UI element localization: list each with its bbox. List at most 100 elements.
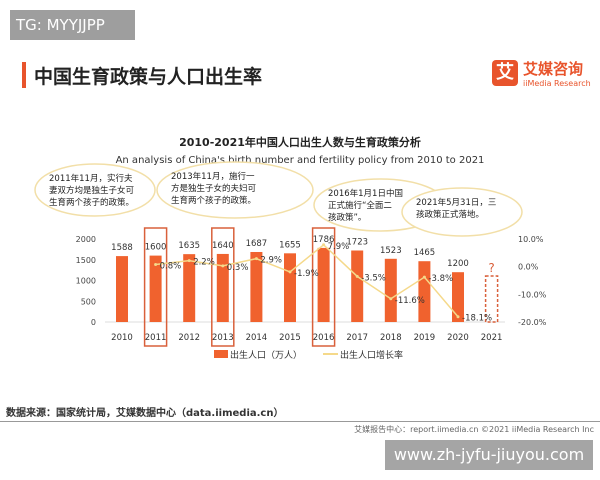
x-tick: 2011 (145, 333, 167, 343)
x-tick: 2010 (111, 333, 133, 343)
growth-point (221, 264, 225, 268)
footer: 艾媒报告中心：report.iimedia.cn ©2021 iiMedia R… (354, 425, 594, 434)
callout-text: 孩政策正式落地。 (416, 209, 484, 220)
y-left-tick: 2000 (76, 235, 96, 244)
watermark-tag: TG: MYYJJPP (10, 10, 135, 40)
x-tick: 2021 (481, 333, 503, 343)
bar-label: 1523 (380, 246, 402, 256)
growth-label: 0.3% (227, 263, 249, 273)
callout-text: 生育两个孩子的政策。 (171, 195, 256, 206)
growth-point (456, 315, 460, 319)
x-tick: 2019 (414, 333, 436, 343)
growth-label: 7.9% (328, 242, 350, 252)
callout-text: 2011年11月，实行夫 (49, 173, 133, 184)
bar-2011 (149, 255, 162, 322)
chart: 2010-2021年中国人口出生人数与生育政策分析 An analysis of… (34, 135, 547, 361)
callout-bubble (156, 161, 314, 219)
highlight-box-2011 (143, 227, 168, 347)
callout-text: 2013年11月，施行一 (171, 171, 255, 182)
y-left-tick: 0 (91, 318, 96, 327)
growth-label: 2.2% (193, 258, 215, 268)
y-left-tick: 500 (81, 297, 96, 306)
growth-point (389, 297, 393, 301)
x-tick: 2015 (279, 333, 301, 343)
bar-2010 (116, 256, 128, 322)
bar-2020 (452, 272, 464, 322)
chart-subtitle: An analysis of China's birth number and … (116, 155, 485, 166)
growth-line (155, 243, 459, 318)
growth-point (154, 262, 158, 266)
bar-2019 (418, 261, 431, 322)
callout-text: 正式施行“全面二 (328, 200, 392, 211)
bar-label: 1635 (178, 241, 200, 251)
callout-bubble (401, 187, 523, 237)
bar-2013 (216, 253, 229, 322)
bar-label: ? (488, 261, 494, 275)
growth-label: -18.1% (462, 314, 492, 324)
x-tick: 2018 (380, 333, 402, 343)
bar-label: 1200 (447, 259, 469, 269)
legend-bar-label: 出生人口（万人） (230, 349, 302, 361)
y-right-tick: -20.0% (518, 318, 547, 327)
y-left-tick: 1500 (76, 256, 96, 265)
y-right-tick: 10.0% (518, 235, 544, 244)
legend-bar-swatch (214, 350, 228, 358)
callout-text: 方是独生子女的夫妇可 (171, 183, 257, 194)
logo-cn: 艾媒咨询 (523, 60, 584, 78)
bar-2017 (351, 250, 364, 322)
growth-point (355, 274, 359, 278)
x-tick: 2020 (447, 333, 469, 343)
y-right-tick: -10.0% (518, 290, 547, 299)
growth-label: 0.8% (160, 261, 182, 271)
x-tick: 2017 (346, 333, 368, 343)
logo-en: iiMedia Research (523, 79, 591, 88)
bar-placeholder-2021 (484, 275, 499, 323)
x-tick: 2016 (313, 333, 335, 343)
x-tick: 2014 (246, 333, 268, 343)
callout-bubble (34, 163, 156, 217)
x-tick: 2013 (212, 333, 234, 343)
logo: 艾 艾媒咨询 iiMedia Research (492, 58, 591, 88)
data-source: 数据来源：国家统计局，艾媒数据中心（data.iimedia.cn） (6, 408, 284, 419)
growth-point (187, 259, 191, 263)
watermark-url: www.zh-jyfu-jiuyou.com (385, 440, 593, 470)
bar-label: 1655 (279, 240, 301, 250)
y-right-tick: 0.0% (518, 263, 539, 272)
bar-label: 1640 (212, 241, 234, 251)
y-left-tick: 1000 (76, 277, 96, 286)
growth-point (288, 270, 292, 274)
callout-text: 孩政策”。 (328, 212, 366, 223)
bar-label: 1588 (111, 243, 133, 253)
bar-2015 (284, 253, 296, 322)
callout-text: 妻双方均是独生子女可 (49, 185, 135, 196)
growth-label: 2.9% (260, 256, 282, 266)
legend-line-label: 出生人口增长率 (340, 349, 403, 361)
bar-label: 1786 (313, 235, 335, 245)
page-title: 中国生育政策与人口出生率 (34, 66, 263, 88)
bar-label: 1465 (414, 248, 436, 258)
bar-label: 1687 (246, 239, 268, 249)
bar-label: 1600 (145, 243, 167, 253)
divider (0, 421, 600, 422)
chart-title: 2010-2021年中国人口出生人数与生育政策分析 (179, 135, 421, 149)
logo-mark: 艾 (492, 60, 518, 86)
growth-label: -1.9% (294, 269, 319, 279)
title-accent (22, 62, 26, 88)
callout-text: 2021年5月31日，三 (416, 197, 496, 208)
growth-label: -11.6% (395, 296, 425, 306)
growth-label: -3.5% (361, 273, 386, 283)
bar-2014 (250, 251, 263, 322)
callout-text: 生育两个孩子的政策。 (49, 197, 134, 208)
growth-point (254, 257, 258, 261)
highlight-box-2016 (311, 227, 336, 347)
bar-label: 1723 (346, 237, 368, 247)
growth-point (422, 275, 426, 279)
growth-point (322, 243, 326, 247)
bar-2016 (317, 247, 330, 322)
bar-2012 (183, 254, 196, 322)
growth-label: -3.8% (428, 274, 453, 284)
bar-2018 (384, 258, 397, 322)
highlight-box-2013 (211, 227, 235, 347)
x-tick: 2012 (178, 333, 200, 343)
callout-text: 2016年1月1日中国 (328, 188, 403, 199)
